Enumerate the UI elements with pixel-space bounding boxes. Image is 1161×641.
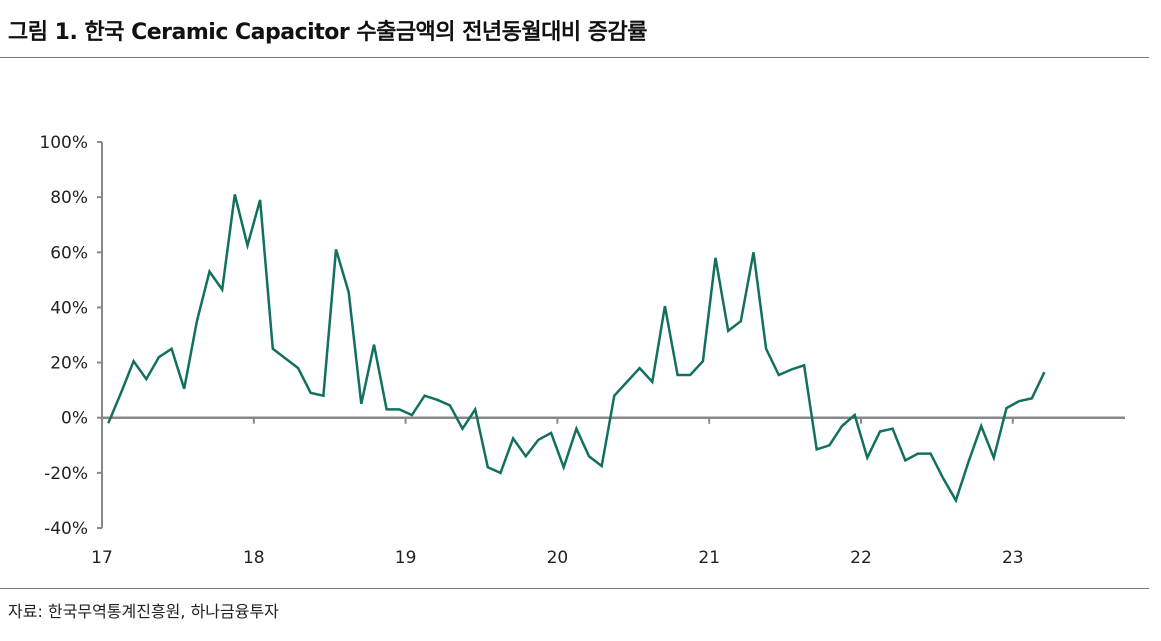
series-line <box>107 194 1046 504</box>
x-tick-label: 22 <box>850 548 872 568</box>
y-tick-label: 0% <box>61 409 88 429</box>
y-tick-label: -40% <box>44 519 88 539</box>
source-note: 자료: 한국무역통계진흥원, 하나금융투자 <box>8 602 279 621</box>
x-tick-label: 20 <box>547 548 569 568</box>
y-tick-label: 80% <box>50 188 88 208</box>
y-tick-label: 40% <box>50 298 88 318</box>
x-tick-label: 18 <box>243 548 265 568</box>
y-tick-label: 100% <box>39 133 88 153</box>
top-divider <box>0 57 1149 58</box>
y-tick-label: 20% <box>50 354 88 374</box>
x-tick-label: 19 <box>395 548 417 568</box>
x-tick-label: 23 <box>1002 548 1024 568</box>
y-tick-label: -20% <box>44 464 88 484</box>
y-tick-label: 60% <box>50 243 88 263</box>
x-tick-label: 21 <box>698 548 720 568</box>
bottom-divider <box>0 588 1149 589</box>
x-tick-label: 17 <box>91 548 113 568</box>
chart-title: 그림 1. 한국 Ceramic Capacitor 수출금액의 전년동월대비 … <box>8 20 648 45</box>
